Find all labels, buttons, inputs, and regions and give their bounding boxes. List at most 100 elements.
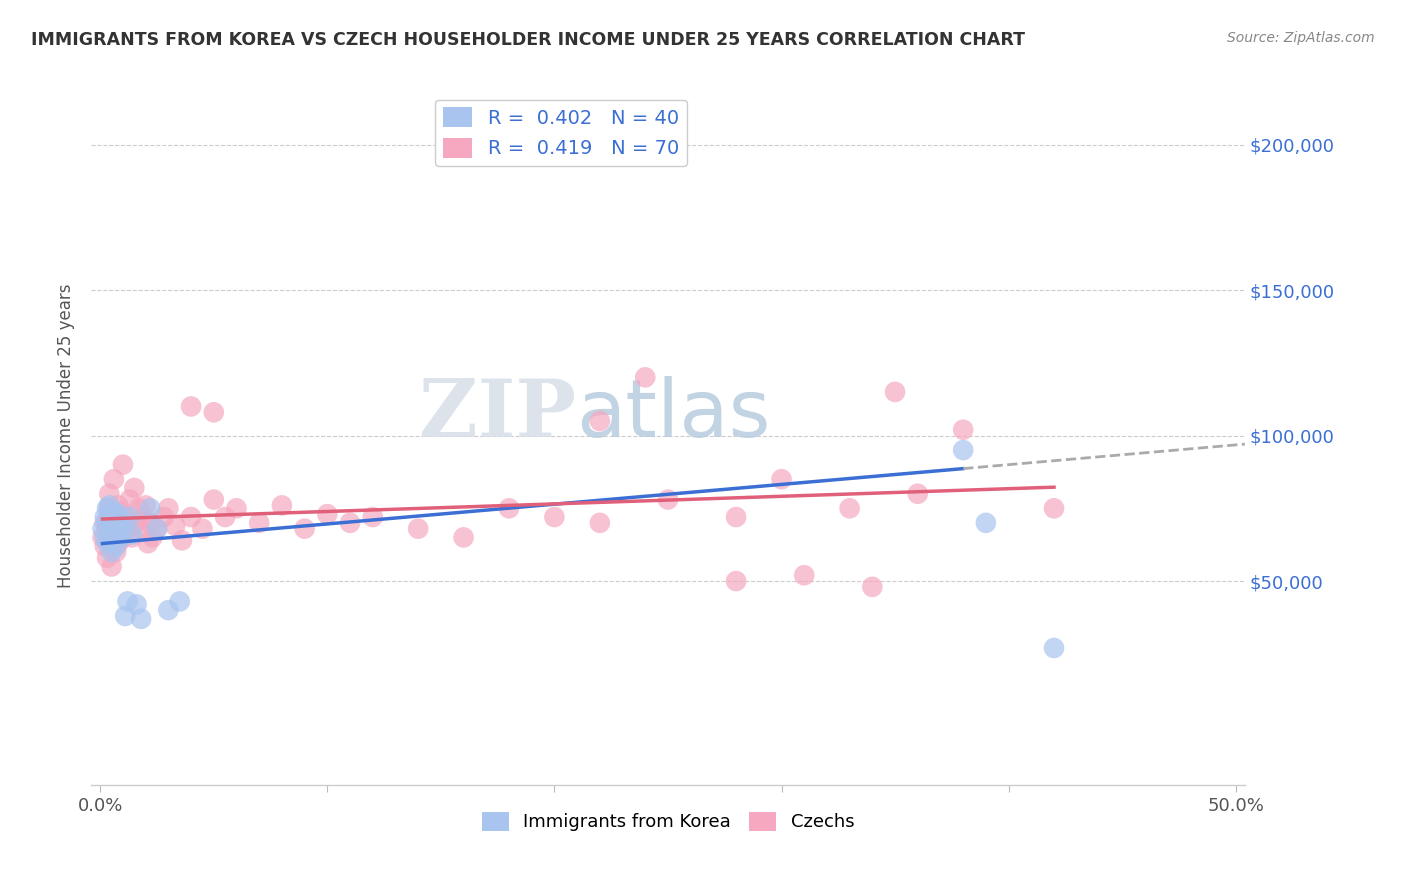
Point <box>100 507 122 521</box>
Point <box>294 522 316 536</box>
Point <box>107 507 129 521</box>
Point <box>96 501 118 516</box>
Point <box>105 539 128 553</box>
Point <box>589 414 612 428</box>
Point <box>165 518 187 533</box>
Point <box>98 524 121 539</box>
Point <box>110 513 132 527</box>
Point <box>103 513 125 527</box>
Point <box>110 504 132 518</box>
Point <box>107 499 129 513</box>
Point <box>139 516 162 530</box>
Point <box>180 400 202 414</box>
Y-axis label: Householder Income Under 25 years: Householder Income Under 25 years <box>58 284 75 588</box>
Point <box>153 510 176 524</box>
Point <box>952 423 974 437</box>
Point <box>157 603 180 617</box>
Point <box>107 510 129 524</box>
Point <box>1043 640 1066 655</box>
Point <box>114 609 136 624</box>
Point <box>128 501 150 516</box>
Point <box>146 522 169 536</box>
Point <box>114 510 136 524</box>
Point <box>103 504 125 518</box>
Point <box>129 612 152 626</box>
Point <box>96 536 118 550</box>
Text: atlas: atlas <box>575 376 770 454</box>
Point <box>91 530 114 544</box>
Point <box>94 530 117 544</box>
Point <box>129 522 152 536</box>
Point <box>884 384 907 399</box>
Point <box>157 501 180 516</box>
Point <box>111 522 134 536</box>
Text: IMMIGRANTS FROM KOREA VS CZECH HOUSEHOLDER INCOME UNDER 25 YEARS CORRELATION CHA: IMMIGRANTS FROM KOREA VS CZECH HOUSEHOLD… <box>31 31 1025 49</box>
Point <box>94 516 117 530</box>
Point <box>634 370 657 384</box>
Point <box>110 518 132 533</box>
Point <box>103 522 125 536</box>
Point <box>907 487 929 501</box>
Point <box>118 492 141 507</box>
Point <box>543 510 565 524</box>
Point <box>103 527 125 541</box>
Point <box>657 492 679 507</box>
Point <box>111 458 134 472</box>
Point <box>111 530 134 544</box>
Point <box>1043 501 1066 516</box>
Point <box>96 522 118 536</box>
Point <box>725 574 748 588</box>
Point <box>96 516 118 530</box>
Point <box>117 522 139 536</box>
Point <box>725 510 748 524</box>
Point <box>498 501 520 516</box>
Point <box>974 516 997 530</box>
Point <box>141 530 163 544</box>
Point <box>105 522 128 536</box>
Point <box>105 530 128 544</box>
Point <box>169 594 191 608</box>
Point <box>770 472 793 486</box>
Point <box>139 501 162 516</box>
Point <box>793 568 815 582</box>
Point <box>107 518 129 533</box>
Point <box>100 513 122 527</box>
Text: ZIP: ZIP <box>419 376 575 454</box>
Point <box>125 598 148 612</box>
Point <box>136 536 159 550</box>
Point <box>107 524 129 539</box>
Point <box>118 510 141 524</box>
Point <box>191 522 214 536</box>
Point <box>952 443 974 458</box>
Point <box>146 522 169 536</box>
Point <box>271 499 294 513</box>
Point <box>103 472 125 486</box>
Point <box>214 510 236 524</box>
Point <box>110 530 132 544</box>
Point <box>453 530 475 544</box>
Point <box>125 516 148 530</box>
Point <box>202 492 225 507</box>
Point <box>98 501 121 516</box>
Point <box>135 499 157 513</box>
Point <box>105 516 128 530</box>
Point <box>100 518 122 533</box>
Legend: R =  0.402   N = 40, R =  0.419   N = 70: R = 0.402 N = 40, R = 0.419 N = 70 <box>436 100 688 166</box>
Point <box>100 559 122 574</box>
Point <box>121 530 143 544</box>
Point <box>100 545 122 559</box>
Point <box>124 481 146 495</box>
Point <box>361 510 384 524</box>
Point <box>107 536 129 550</box>
Point <box>94 539 117 553</box>
Point <box>121 527 143 541</box>
Text: Source: ZipAtlas.com: Source: ZipAtlas.com <box>1227 31 1375 45</box>
Point <box>180 510 202 524</box>
Point <box>98 487 121 501</box>
Point <box>589 516 612 530</box>
Point <box>225 501 247 516</box>
Point <box>860 580 883 594</box>
Point <box>339 516 361 530</box>
Point <box>838 501 860 516</box>
Point <box>117 594 139 608</box>
